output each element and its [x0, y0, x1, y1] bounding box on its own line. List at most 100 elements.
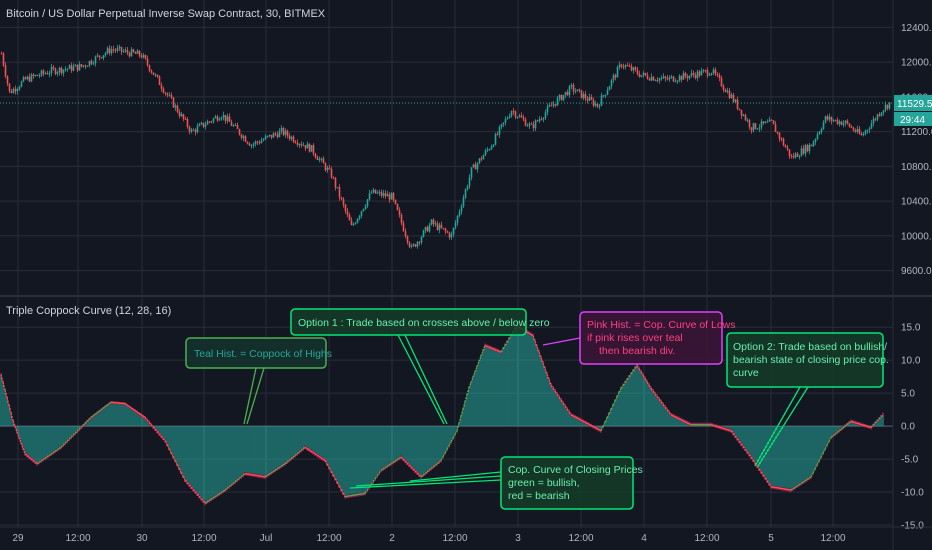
price-candle-body	[602, 95, 605, 97]
price-candle-body	[322, 158, 325, 164]
price-candle-body	[286, 130, 289, 136]
price-candle-body	[250, 145, 253, 147]
price-candle-body	[830, 116, 833, 121]
price-candle-body	[764, 121, 767, 124]
close-coppock-segment	[650, 388, 654, 392]
close-coppock-segment	[106, 403, 110, 406]
price-candle-body	[714, 69, 717, 75]
close-coppock-segment	[392, 460, 396, 463]
price-candle-body	[780, 138, 783, 140]
price-candle-body	[826, 116, 829, 120]
price-candle-body	[704, 70, 707, 72]
close-coppock-segment	[876, 418, 880, 422]
price-candle-body	[36, 74, 39, 76]
close-coppock-segment	[454, 430, 458, 435]
close-coppock-segment	[278, 465, 282, 469]
close-coppock-segment	[644, 378, 648, 383]
price-candle-body	[738, 108, 741, 110]
price-candle-body	[446, 231, 449, 233]
close-coppock-segment	[560, 399, 564, 404]
close-coppock-segment	[138, 412, 142, 416]
price-candle-body	[654, 80, 657, 82]
price-candle-body	[788, 149, 791, 157]
close-coppock-segment	[562, 402, 566, 407]
close-coppock-segment	[100, 407, 104, 411]
price-candle-body	[710, 72, 713, 75]
price-candle-body	[610, 79, 613, 87]
close-coppock-segment	[626, 376, 630, 381]
close-coppock-segment	[184, 479, 188, 483]
close-coppock-segment	[402, 458, 406, 462]
price-candle-body	[80, 64, 83, 67]
close-coppock-segment	[466, 387, 470, 396]
close-coppock-segment	[174, 460, 178, 465]
price-candle-body	[884, 104, 887, 111]
price-candle-body	[218, 119, 221, 121]
price-tick-label: 12000.0	[901, 58, 932, 69]
close-coppock-segment	[168, 448, 172, 453]
price-candle-body	[252, 144, 255, 146]
close-coppock-segment	[688, 423, 692, 426]
close-coppock-segment	[208, 498, 212, 502]
close-coppock-segment	[32, 459, 36, 463]
time-tick-label: 4	[641, 533, 647, 544]
price-candle-body	[820, 129, 823, 132]
price-candle-body	[778, 132, 781, 139]
close-coppock-segment	[628, 373, 632, 378]
close-coppock-segment	[42, 457, 46, 461]
close-coppock-segment	[870, 424, 874, 428]
price-candle-body	[282, 127, 285, 135]
option1-label: Option 1 : Trade based on crosses above …	[298, 317, 550, 329]
price-candle-body	[208, 121, 211, 123]
close-coppock-segment	[490, 347, 494, 350]
price-candle-body	[584, 94, 587, 99]
price-candle-body	[100, 57, 103, 59]
close-coppock-segment	[486, 345, 490, 348]
price-candle-body	[380, 191, 383, 196]
price-candle-body	[604, 94, 607, 96]
close-coppock-segment	[684, 421, 688, 424]
price-candle-body	[672, 76, 675, 82]
close-coppock-segment	[386, 464, 390, 467]
close-coppock-segment	[84, 420, 88, 424]
price-candle-body	[78, 64, 81, 71]
price-candle-body	[200, 122, 203, 125]
price-candle-body	[18, 86, 21, 89]
price-candle-body	[754, 123, 757, 129]
price-candle-body	[288, 135, 291, 139]
price-candle-body	[304, 145, 307, 149]
price-candle-body	[140, 55, 143, 58]
close-coppock-segment	[4, 389, 8, 398]
close-coppock-segment	[10, 412, 14, 421]
price-candle-body	[632, 67, 635, 71]
price-candle-body	[666, 78, 669, 80]
close-coppock-segment	[104, 404, 108, 408]
price-candle-body	[848, 123, 851, 127]
close-coppock-segment	[68, 436, 72, 440]
price-candle-body	[270, 134, 273, 138]
close-coppock-segment	[132, 408, 136, 412]
close-coppock-segment	[744, 448, 748, 453]
price-candle-body	[876, 114, 879, 120]
price-candle-body	[562, 95, 565, 101]
close-coppock-segment	[850, 420, 854, 423]
close-coppock-segment	[540, 357, 544, 364]
price-candle-body	[190, 129, 193, 132]
price-candle-body	[718, 75, 721, 78]
price-candle-body	[490, 146, 493, 150]
price-candle-body	[468, 177, 471, 187]
price-candle-body	[262, 139, 265, 141]
close-coppock-segment	[432, 464, 436, 468]
price-candle-body	[658, 78, 661, 81]
price-candle-body	[168, 95, 171, 97]
close-coppock-segment	[428, 468, 432, 471]
price-candle-body	[294, 141, 297, 143]
price-candle-body	[116, 48, 119, 51]
close-coppock-segment	[852, 421, 856, 424]
close-coppock-segment	[810, 472, 814, 478]
price-candle-body	[306, 143, 309, 149]
price-candle-body	[824, 116, 827, 123]
close-coppock-segment	[600, 426, 604, 432]
close-coppock-segment	[858, 423, 862, 426]
close-coppock-segment	[210, 497, 214, 500]
